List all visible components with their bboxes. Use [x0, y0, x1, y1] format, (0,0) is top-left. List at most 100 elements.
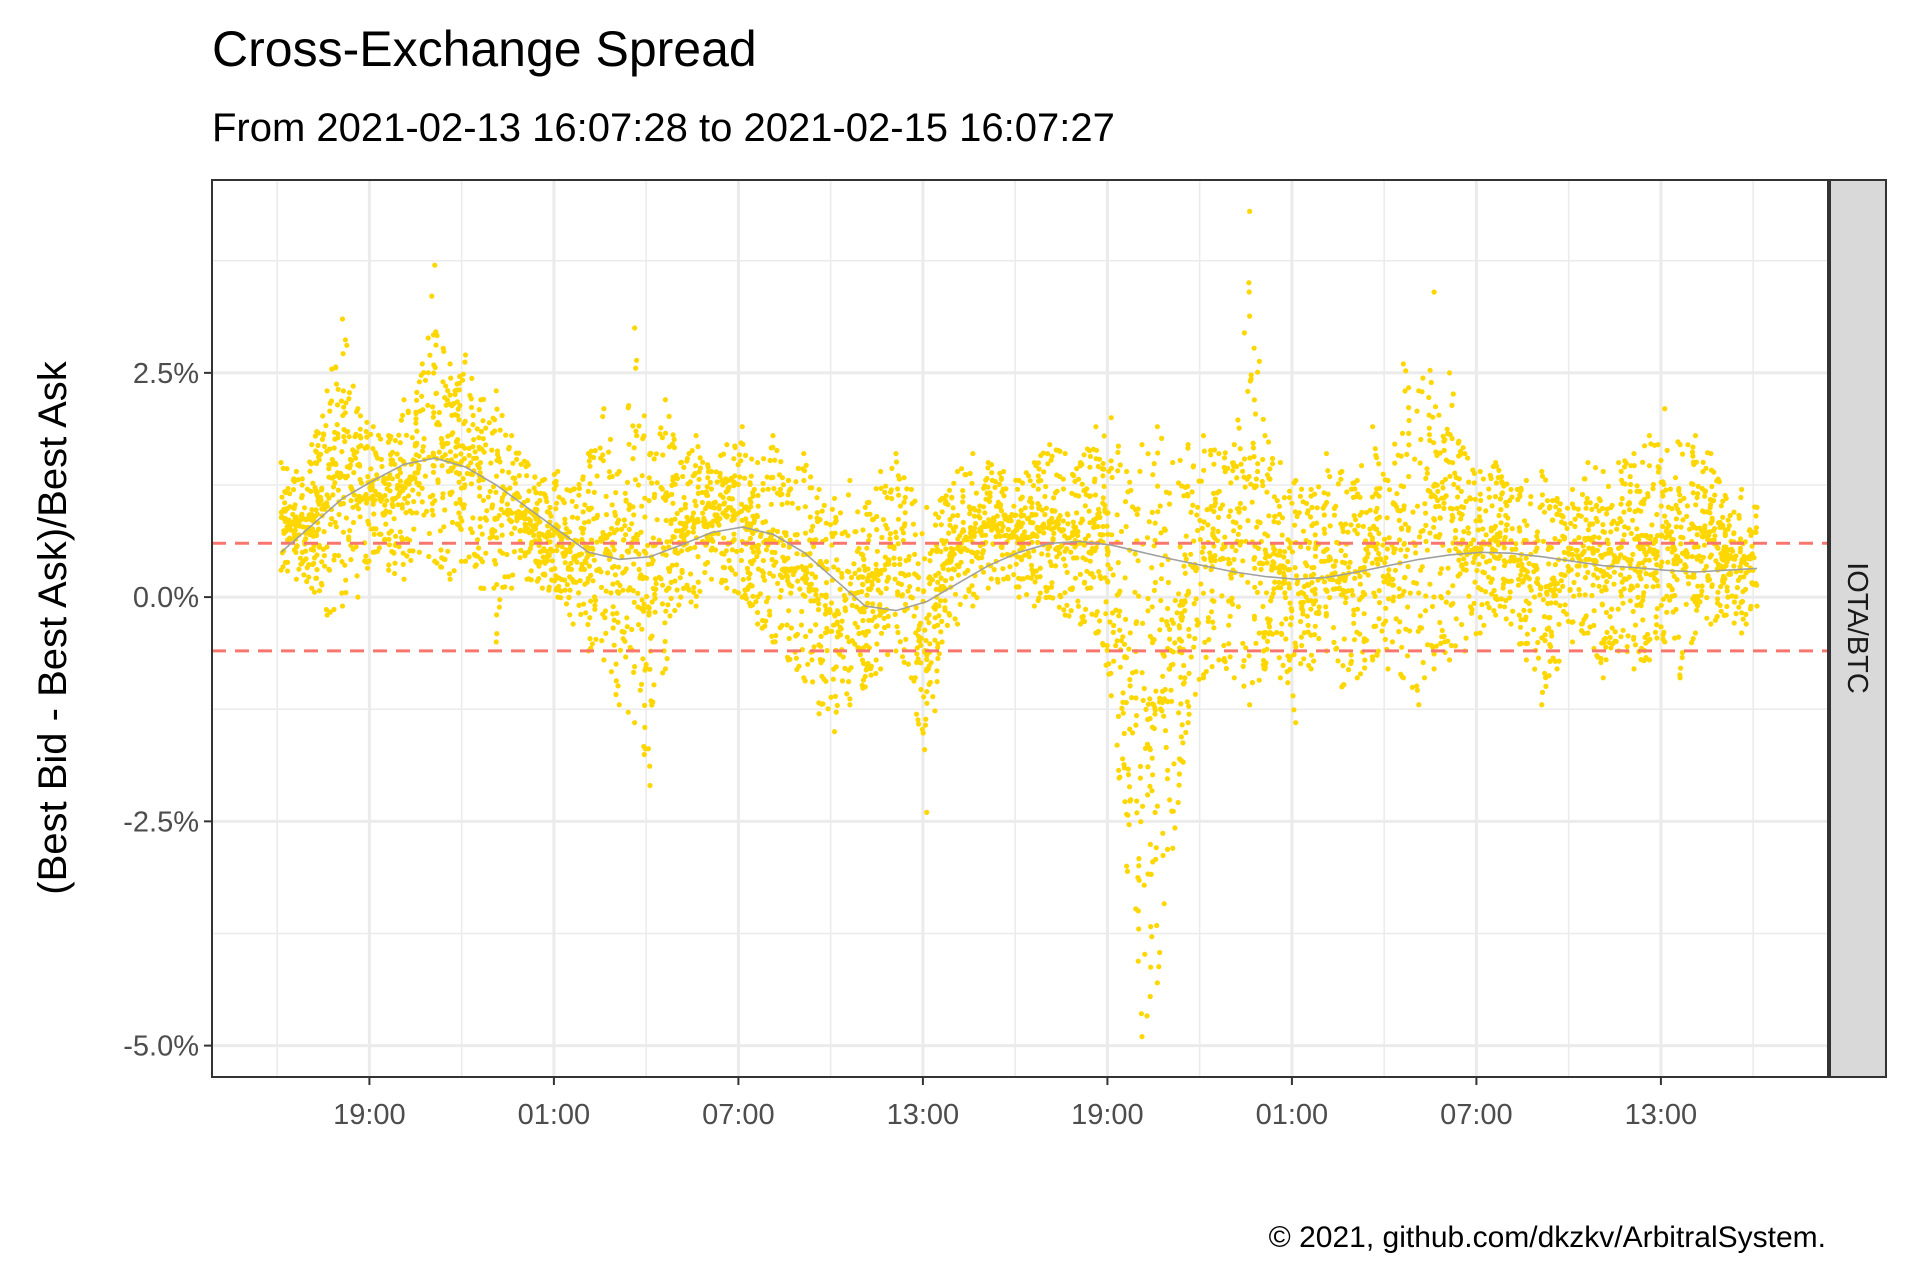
spread-point: [969, 583, 975, 589]
spread-point: [1323, 610, 1329, 617]
spread-point: [938, 549, 944, 555]
spread-point: [483, 442, 489, 448]
spread-point: [425, 335, 431, 341]
spread-point: [335, 487, 341, 493]
spread-point: [873, 567, 880, 573]
spread-point: [1517, 641, 1523, 647]
spread-point: [730, 478, 736, 485]
spread-point: [1407, 590, 1413, 596]
spread-point: [624, 624, 630, 630]
spread-point: [1264, 489, 1270, 495]
spread-point: [889, 465, 895, 471]
spread-point: [1278, 585, 1284, 591]
spread-point: [1301, 656, 1307, 662]
spread-point: [302, 516, 308, 522]
spread-point: [731, 537, 737, 543]
spread-point: [1141, 882, 1147, 888]
spread-point: [709, 504, 715, 510]
spread-point: [1591, 608, 1597, 614]
spread-point: [1202, 639, 1208, 645]
spread-point: [631, 669, 637, 676]
spread-point: [391, 516, 397, 522]
spread-point: [386, 536, 392, 542]
spread-point: [1266, 620, 1272, 626]
spread-point: [1245, 579, 1251, 585]
spread-point: [1487, 472, 1493, 478]
spread-point: [732, 512, 739, 518]
spread-point: [1322, 530, 1328, 536]
spread-point: [1702, 493, 1708, 499]
spread-point: [586, 519, 592, 525]
spread-point: [468, 460, 474, 466]
spread-point: [1660, 479, 1666, 485]
spread-point: [569, 514, 576, 520]
spread-point: [708, 547, 714, 553]
spread-point: [1011, 503, 1017, 509]
spread-point: [1305, 508, 1311, 514]
spread-point: [834, 557, 840, 563]
spread-point: [1709, 483, 1715, 490]
spread-point: [1269, 631, 1276, 637]
spread-point: [373, 526, 379, 532]
spread-point: [760, 617, 766, 624]
spread-point: [1122, 575, 1128, 581]
spread-point: [1677, 492, 1683, 498]
spread-point: [1188, 551, 1194, 557]
spread-point: [632, 664, 638, 670]
spread-point: [1579, 620, 1586, 627]
spread-point: [811, 587, 817, 593]
spread-point: [1321, 526, 1327, 532]
spread-point: [1300, 611, 1306, 617]
spread-point: [398, 417, 404, 423]
spread-point: [566, 595, 572, 601]
spread-point: [334, 402, 341, 408]
spread-point: [646, 498, 652, 504]
spread-point: [536, 531, 542, 537]
spread-point: [1298, 661, 1304, 667]
spread-point: [471, 455, 477, 461]
spread-point: [1465, 525, 1471, 531]
spread-point: [1437, 515, 1443, 521]
spread-point: [765, 486, 771, 492]
spread-point: [1574, 553, 1580, 559]
spread-point: [789, 500, 795, 506]
spread-point: [1638, 603, 1644, 609]
spread-point: [1365, 550, 1371, 557]
spread-point: [1330, 625, 1337, 631]
spread-point: [1286, 585, 1292, 591]
spread-point: [1730, 548, 1736, 554]
spread-point: [1431, 524, 1437, 530]
spread-point: [1654, 606, 1660, 612]
spread-point: [786, 635, 792, 642]
spread-point: [1500, 585, 1506, 591]
spread-point: [1707, 497, 1713, 503]
spread-point: [311, 560, 317, 567]
spread-point: [1149, 565, 1155, 571]
spread-point: [612, 512, 619, 519]
spread-point: [1576, 563, 1582, 569]
spread-point: [1463, 498, 1469, 504]
spread-point: [1663, 528, 1669, 535]
spread-point: [1341, 636, 1347, 642]
spread-point: [466, 427, 472, 433]
spread-point: [1725, 517, 1731, 523]
spread-point: [1149, 604, 1155, 610]
spread-point: [1288, 606, 1294, 612]
spread-point: [1147, 841, 1153, 848]
spread-point: [535, 559, 541, 565]
spread-point: [952, 591, 959, 597]
spread-point: [763, 547, 770, 553]
spread-point: [877, 612, 883, 618]
spread-point: [1575, 506, 1581, 512]
spread-point: [299, 476, 305, 482]
spread-point: [1524, 631, 1530, 637]
spread-point: [1351, 612, 1357, 618]
spread-point: [710, 538, 716, 544]
spread-point: [674, 587, 680, 593]
spread-point: [802, 504, 809, 510]
spread-point: [512, 480, 519, 486]
spread-point: [1028, 562, 1035, 569]
spread-point: [1698, 558, 1704, 564]
spread-point: [1439, 595, 1445, 601]
